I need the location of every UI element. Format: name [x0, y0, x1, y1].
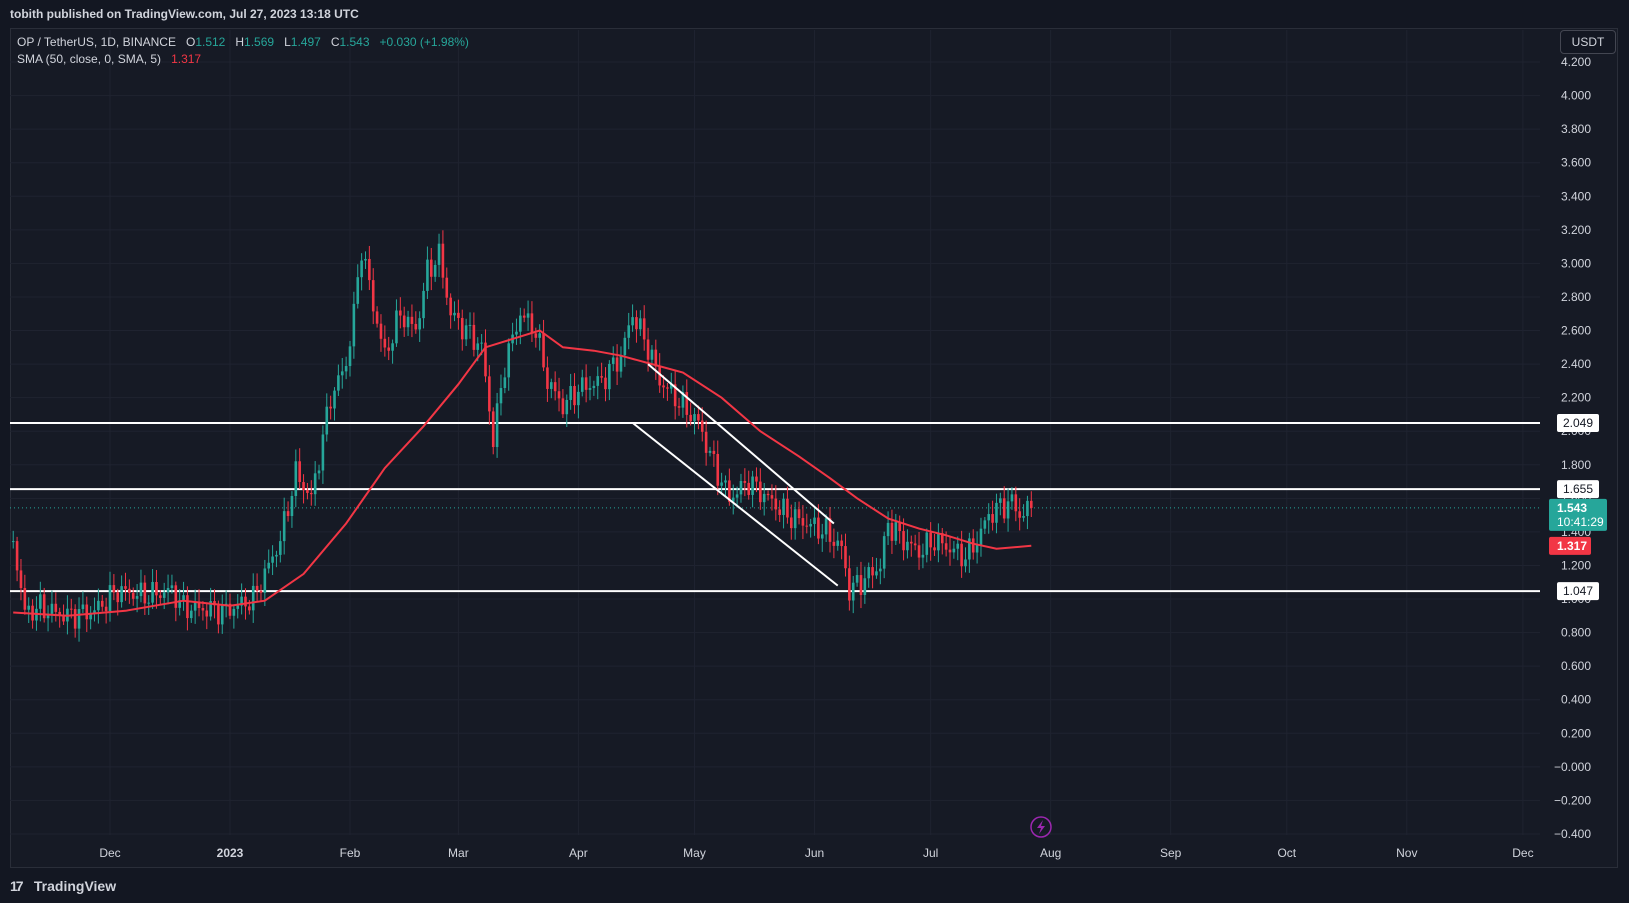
sma-legend-row[interactable]: SMA (50, close, 0, SMA, 5) 1.317: [17, 51, 469, 68]
sma-value: 1.317: [171, 52, 202, 66]
open-label: O: [185, 35, 196, 49]
high-label: H: [235, 35, 245, 49]
symbol-name[interactable]: OP / TetherUS, 1D, BINANCE: [17, 35, 176, 49]
currency-button[interactable]: USDT: [1560, 30, 1616, 54]
high-value: 1.569: [244, 35, 275, 49]
published-caption: tobith published on TradingView.com, Jul…: [10, 7, 359, 21]
brand-name: TradingView: [33, 878, 117, 894]
change-value: +0.030 (+1.98%): [379, 35, 469, 49]
low-label: L: [284, 35, 291, 49]
top-bar: tobith published on TradingView.com, Jul…: [0, 0, 1629, 28]
ohlc-legend-row[interactable]: OP / TetherUS, 1D, BINANCE O1.512 H1.569…: [17, 34, 469, 51]
tradingview-brand[interactable]: 17 TradingView: [10, 878, 116, 894]
bottom-bar: [0, 868, 1629, 903]
low-value: 1.497: [290, 35, 321, 49]
chart-legend: OP / TetherUS, 1D, BINANCE O1.512 H1.569…: [17, 34, 469, 68]
close-value: 1.543: [339, 35, 370, 49]
tradingview-logo-icon: 17: [10, 878, 24, 894]
sma-label[interactable]: SMA (50, close, 0, SMA, 5): [17, 52, 162, 66]
chart-frame[interactable]: [10, 28, 1618, 868]
open-value: 1.512: [195, 35, 226, 49]
close-label: C: [330, 35, 340, 49]
